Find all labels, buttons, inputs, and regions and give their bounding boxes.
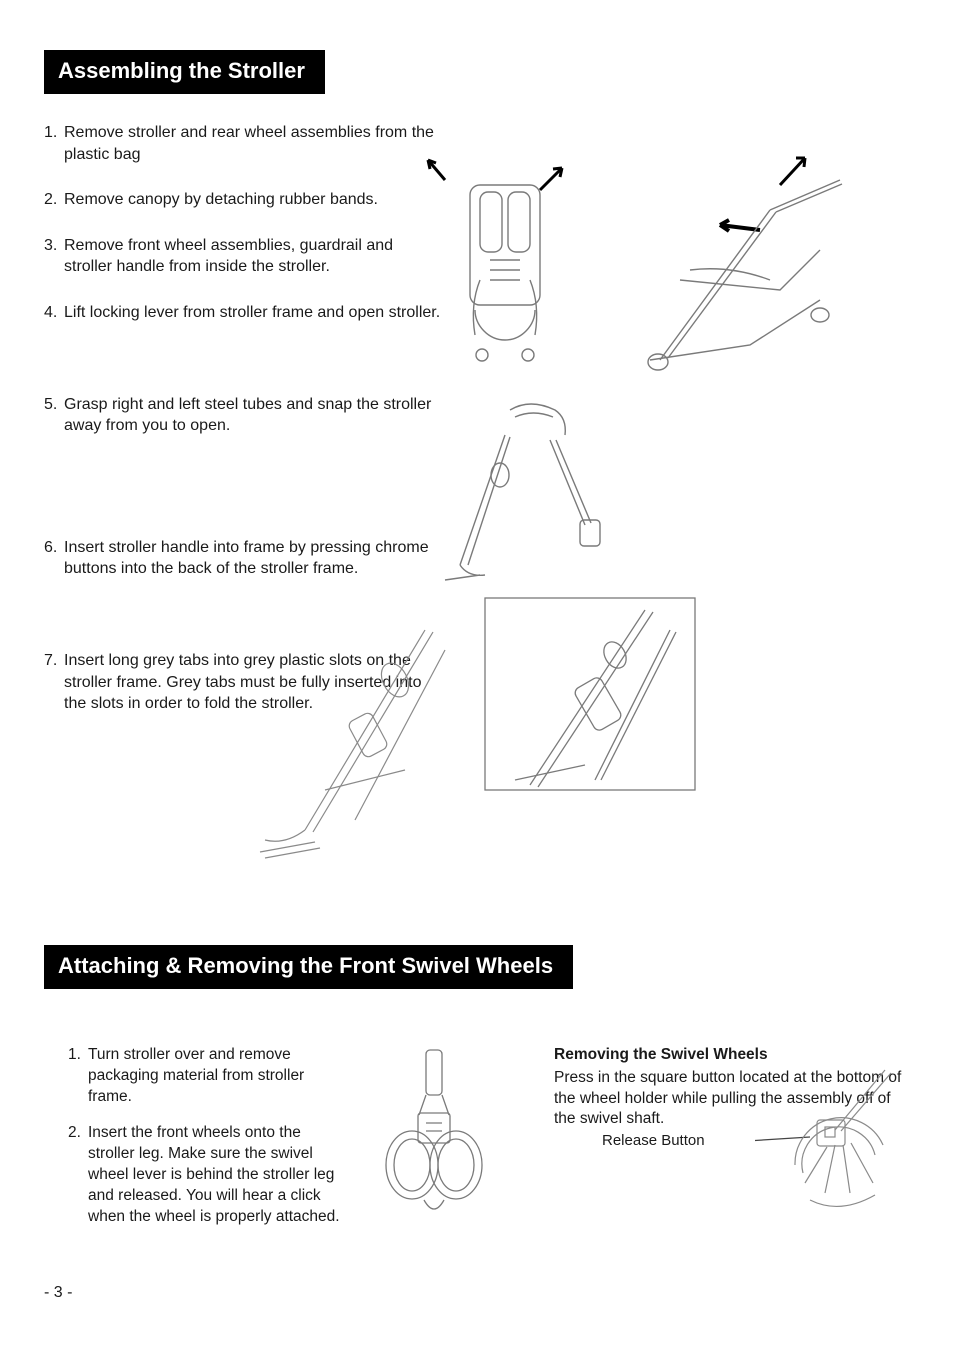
step-text: Remove front wheel assemblies, guardrail…	[64, 235, 444, 278]
release-wheel-illustration	[755, 1065, 905, 1215]
step-text: Remove stroller and rear wheel assemblie…	[64, 122, 444, 165]
step-text: Turn stroller over and remove packaging …	[88, 1045, 344, 1108]
front-wheels-illustration	[374, 1045, 524, 1244]
step-text: Insert stroller handle into frame by pre…	[64, 537, 444, 580]
step-text: Grasp right and left steel tubes and sna…	[64, 394, 444, 437]
handle-insert-illustration	[440, 395, 620, 590]
opening-stroller-illustration	[620, 150, 880, 380]
step-num: 7.	[44, 650, 64, 715]
step-num: 5.	[44, 394, 64, 437]
folded-stroller-illustration	[420, 150, 600, 380]
page-number: - 3 -	[44, 1284, 72, 1302]
step-num: 1.	[68, 1045, 88, 1108]
step-text: Remove canopy by detaching rubber bands.	[64, 189, 444, 211]
section-title: Attaching & Removing the Front Swivel Wh…	[44, 945, 573, 989]
manual-page: Assembling the Stroller 1.Remove strolle…	[0, 0, 954, 1350]
step-text: Lift locking lever from stroller frame a…	[64, 302, 444, 324]
section-title: Assembling the Stroller	[44, 50, 325, 94]
step-num: 3.	[44, 235, 64, 278]
step-num: 2.	[68, 1123, 88, 1228]
left-steps: 1.Turn stroller over and remove packagin…	[44, 1045, 344, 1244]
tube-detail-left-illustration	[245, 620, 475, 870]
release-button-label: Release Button	[602, 1132, 705, 1149]
subheading: Removing the Swivel Wheels	[554, 1045, 910, 1066]
step-num: 1.	[44, 122, 64, 165]
tube-detail-right-illustration	[475, 590, 705, 800]
step-num: 6.	[44, 537, 64, 580]
step-text: Insert the front wheels onto the strolle…	[88, 1123, 344, 1228]
step-num: 2.	[44, 189, 64, 211]
step-num: 4.	[44, 302, 64, 324]
